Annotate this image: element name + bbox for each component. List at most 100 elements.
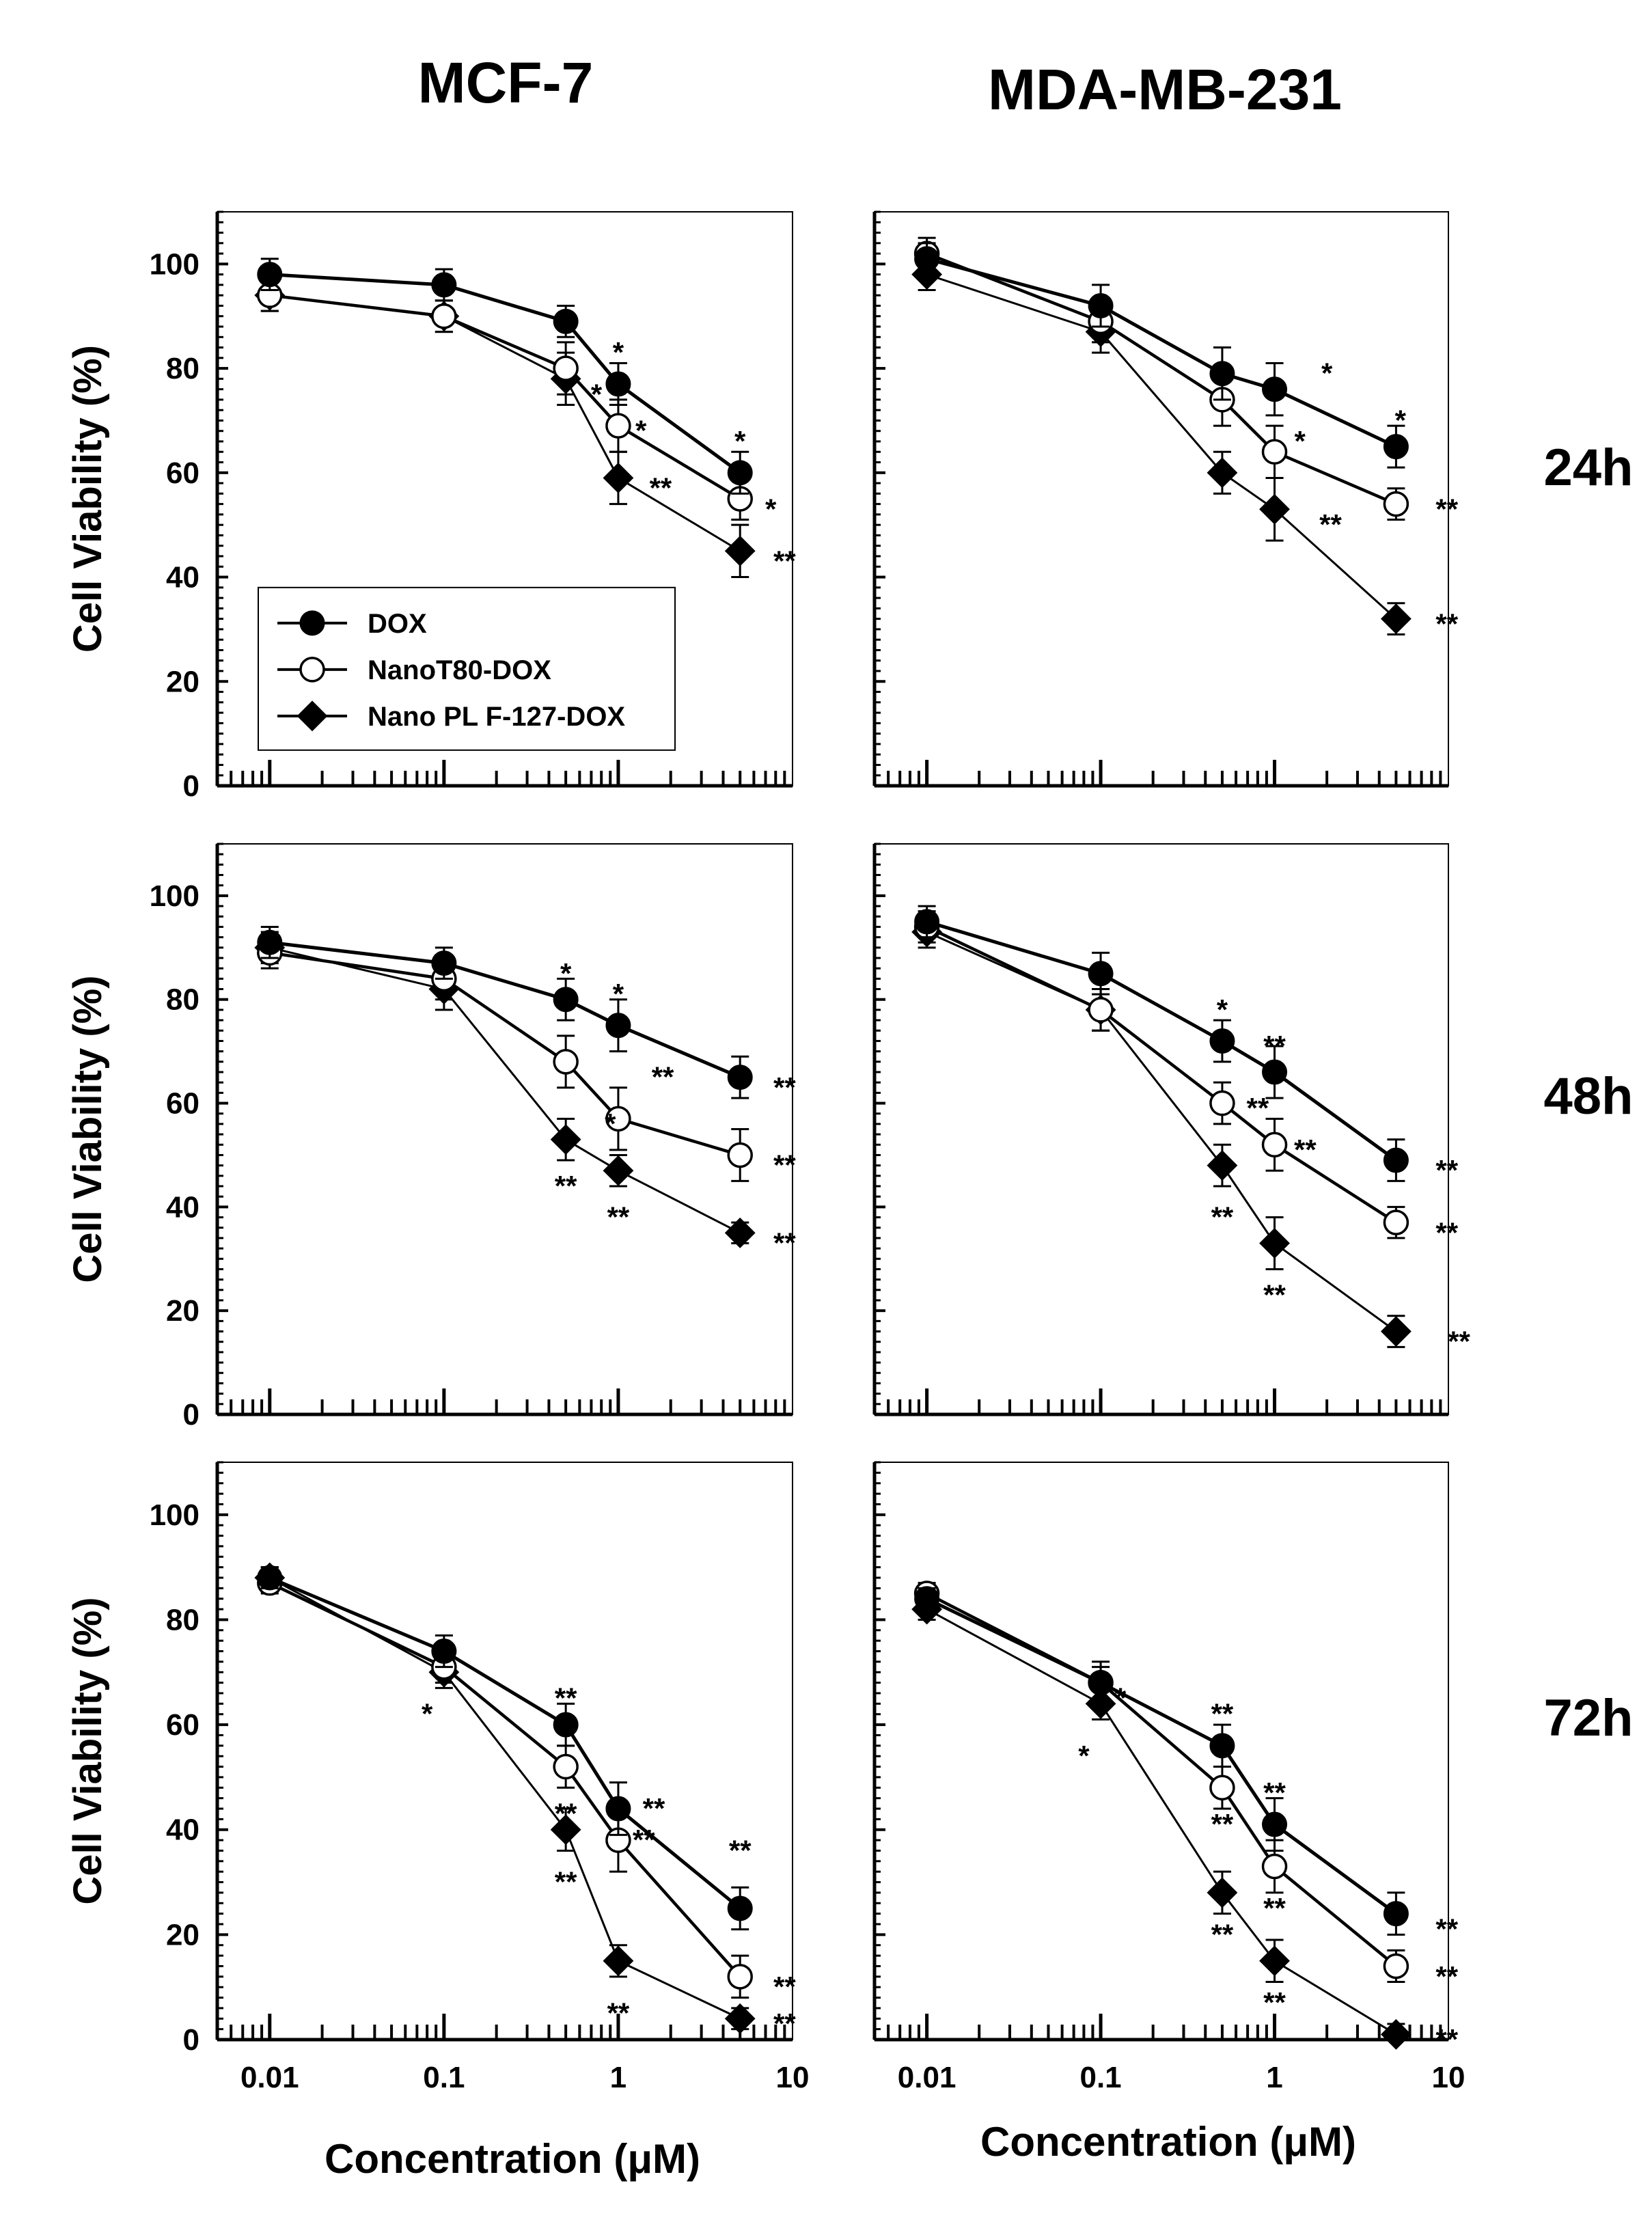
y-tick-label: 40 — [166, 561, 199, 594]
data-point — [914, 246, 940, 272]
significance-marker: ** — [1435, 2023, 1458, 2055]
significance-marker: ** — [1435, 1216, 1458, 1248]
data-point — [603, 1945, 634, 1977]
data-point — [605, 1106, 631, 1132]
data-point — [1380, 1316, 1412, 1347]
significance-marker: * — [1295, 425, 1306, 457]
significance-marker: ** — [607, 1997, 630, 2029]
data-point — [603, 1155, 634, 1186]
data-point — [727, 1065, 753, 1091]
significance-marker: ** — [1435, 493, 1458, 525]
significance-marker: * — [765, 493, 777, 525]
significance-marker: ** — [773, 1149, 796, 1181]
column-title-mda-mb-231: MDA-MB-231 — [988, 57, 1342, 122]
data-point — [914, 1586, 940, 1612]
panel-mda-72h: 0.01 0.1 1 10******************** — [872, 1461, 1465, 2094]
series-dox — [257, 258, 753, 495]
data-point — [1383, 1953, 1409, 1979]
y-tick-label: 40 — [166, 1190, 199, 1224]
data-point — [727, 1895, 753, 1921]
data-point — [431, 1639, 457, 1665]
significance-marker: * — [1217, 994, 1228, 1026]
y-tick-label: 100 — [150, 879, 199, 913]
significance-marker: ** — [1294, 1134, 1317, 1166]
data-point — [1088, 292, 1114, 318]
significance-marker: ** — [1263, 1892, 1286, 1924]
y-axis-label: Cell Viability (%) — [66, 975, 110, 1283]
significance-marker: * — [422, 1698, 433, 1730]
significance-marker: * — [635, 415, 647, 447]
significance-marker: ** — [633, 1824, 655, 1856]
data-point — [1209, 1090, 1235, 1116]
column-title-mcf7: MCF-7 — [418, 51, 594, 115]
legend-entry: Nano PL F-127-DOX — [368, 702, 625, 732]
series-dox — [914, 242, 1409, 469]
data-point — [724, 2003, 756, 2034]
y-tick-label: 60 — [166, 1708, 199, 1742]
y-tick-label: 20 — [166, 1918, 199, 1951]
row-label-24h: 24h — [1544, 439, 1634, 497]
x-tick-label: 0.01 — [898, 2061, 956, 2094]
data-point — [1259, 1228, 1290, 1259]
y-tick-label: 0 — [183, 2023, 199, 2057]
data-point — [1383, 1901, 1409, 1927]
row-label-72h: 72h — [1544, 1689, 1634, 1747]
data-point — [553, 987, 579, 1013]
significance-marker: ** — [1263, 1030, 1286, 1062]
y-axis-label: Cell Viability (%) — [66, 345, 110, 653]
series-dox — [914, 1586, 1409, 1936]
data-point — [550, 1814, 581, 1846]
significance-marker: ** — [1435, 1913, 1458, 1945]
significance-marker: * — [613, 336, 624, 368]
significance-marker: ** — [607, 1201, 630, 1233]
significance-marker: * — [1115, 1682, 1127, 1714]
legend-marker — [299, 610, 325, 636]
x-tick-label: 0.01 — [240, 2061, 299, 2094]
y-tick-label: 20 — [166, 665, 199, 698]
y-tick-label: 60 — [166, 456, 199, 490]
data-point — [1383, 434, 1409, 460]
data-point — [1209, 1775, 1235, 1801]
legend-entry: DOX — [368, 609, 427, 639]
data-point — [724, 535, 756, 566]
y-tick-label: 80 — [166, 352, 199, 385]
significance-marker: * — [1078, 1740, 1090, 1772]
data-point — [1207, 1877, 1238, 1908]
y-tick-label: 20 — [166, 1294, 199, 1328]
data-point — [1088, 1670, 1114, 1696]
significance-marker: ** — [650, 472, 672, 504]
significance-marker: ** — [1247, 1092, 1269, 1124]
x-tick-label: 10 — [1432, 2061, 1465, 2094]
series-dox — [257, 925, 753, 1099]
data-point — [1383, 491, 1409, 517]
data-point — [1262, 376, 1288, 402]
significance-marker: * — [605, 1108, 616, 1140]
data-point — [1380, 603, 1412, 635]
panel-mcf7-72h: 0 20 40 60 80 100 Cell Viability (%) 0.01 0.1 1 10… — [66, 1461, 809, 2094]
significance-marker: ** — [1211, 1201, 1234, 1233]
series-nanot80-dox — [257, 278, 753, 521]
series-dox — [257, 1565, 753, 1931]
significance-marker: ** — [555, 1798, 577, 1830]
data-point — [727, 1142, 753, 1168]
significance-marker: ** — [555, 1866, 577, 1898]
significance-marker: ** — [1448, 1326, 1470, 1358]
significance-marker: ** — [1435, 607, 1458, 640]
y-tick-label: 100 — [150, 1498, 199, 1532]
data-point — [605, 1796, 631, 1822]
data-point — [1262, 1811, 1288, 1837]
data-point — [727, 1964, 753, 1990]
data-point — [1207, 457, 1238, 489]
data-point — [605, 413, 631, 439]
y-tick-label: 80 — [166, 1603, 199, 1636]
y-tick-label: 0 — [183, 1398, 199, 1431]
series-nanot80-dox — [913, 910, 1409, 1239]
significance-marker: ** — [1263, 1777, 1286, 1809]
y-tick-label: 40 — [166, 1813, 199, 1847]
data-point — [1088, 961, 1114, 987]
data-point — [1207, 1150, 1238, 1181]
significance-marker: ** — [555, 1170, 577, 1202]
data-point — [553, 1712, 579, 1738]
significance-marker: ** — [1263, 1278, 1286, 1311]
